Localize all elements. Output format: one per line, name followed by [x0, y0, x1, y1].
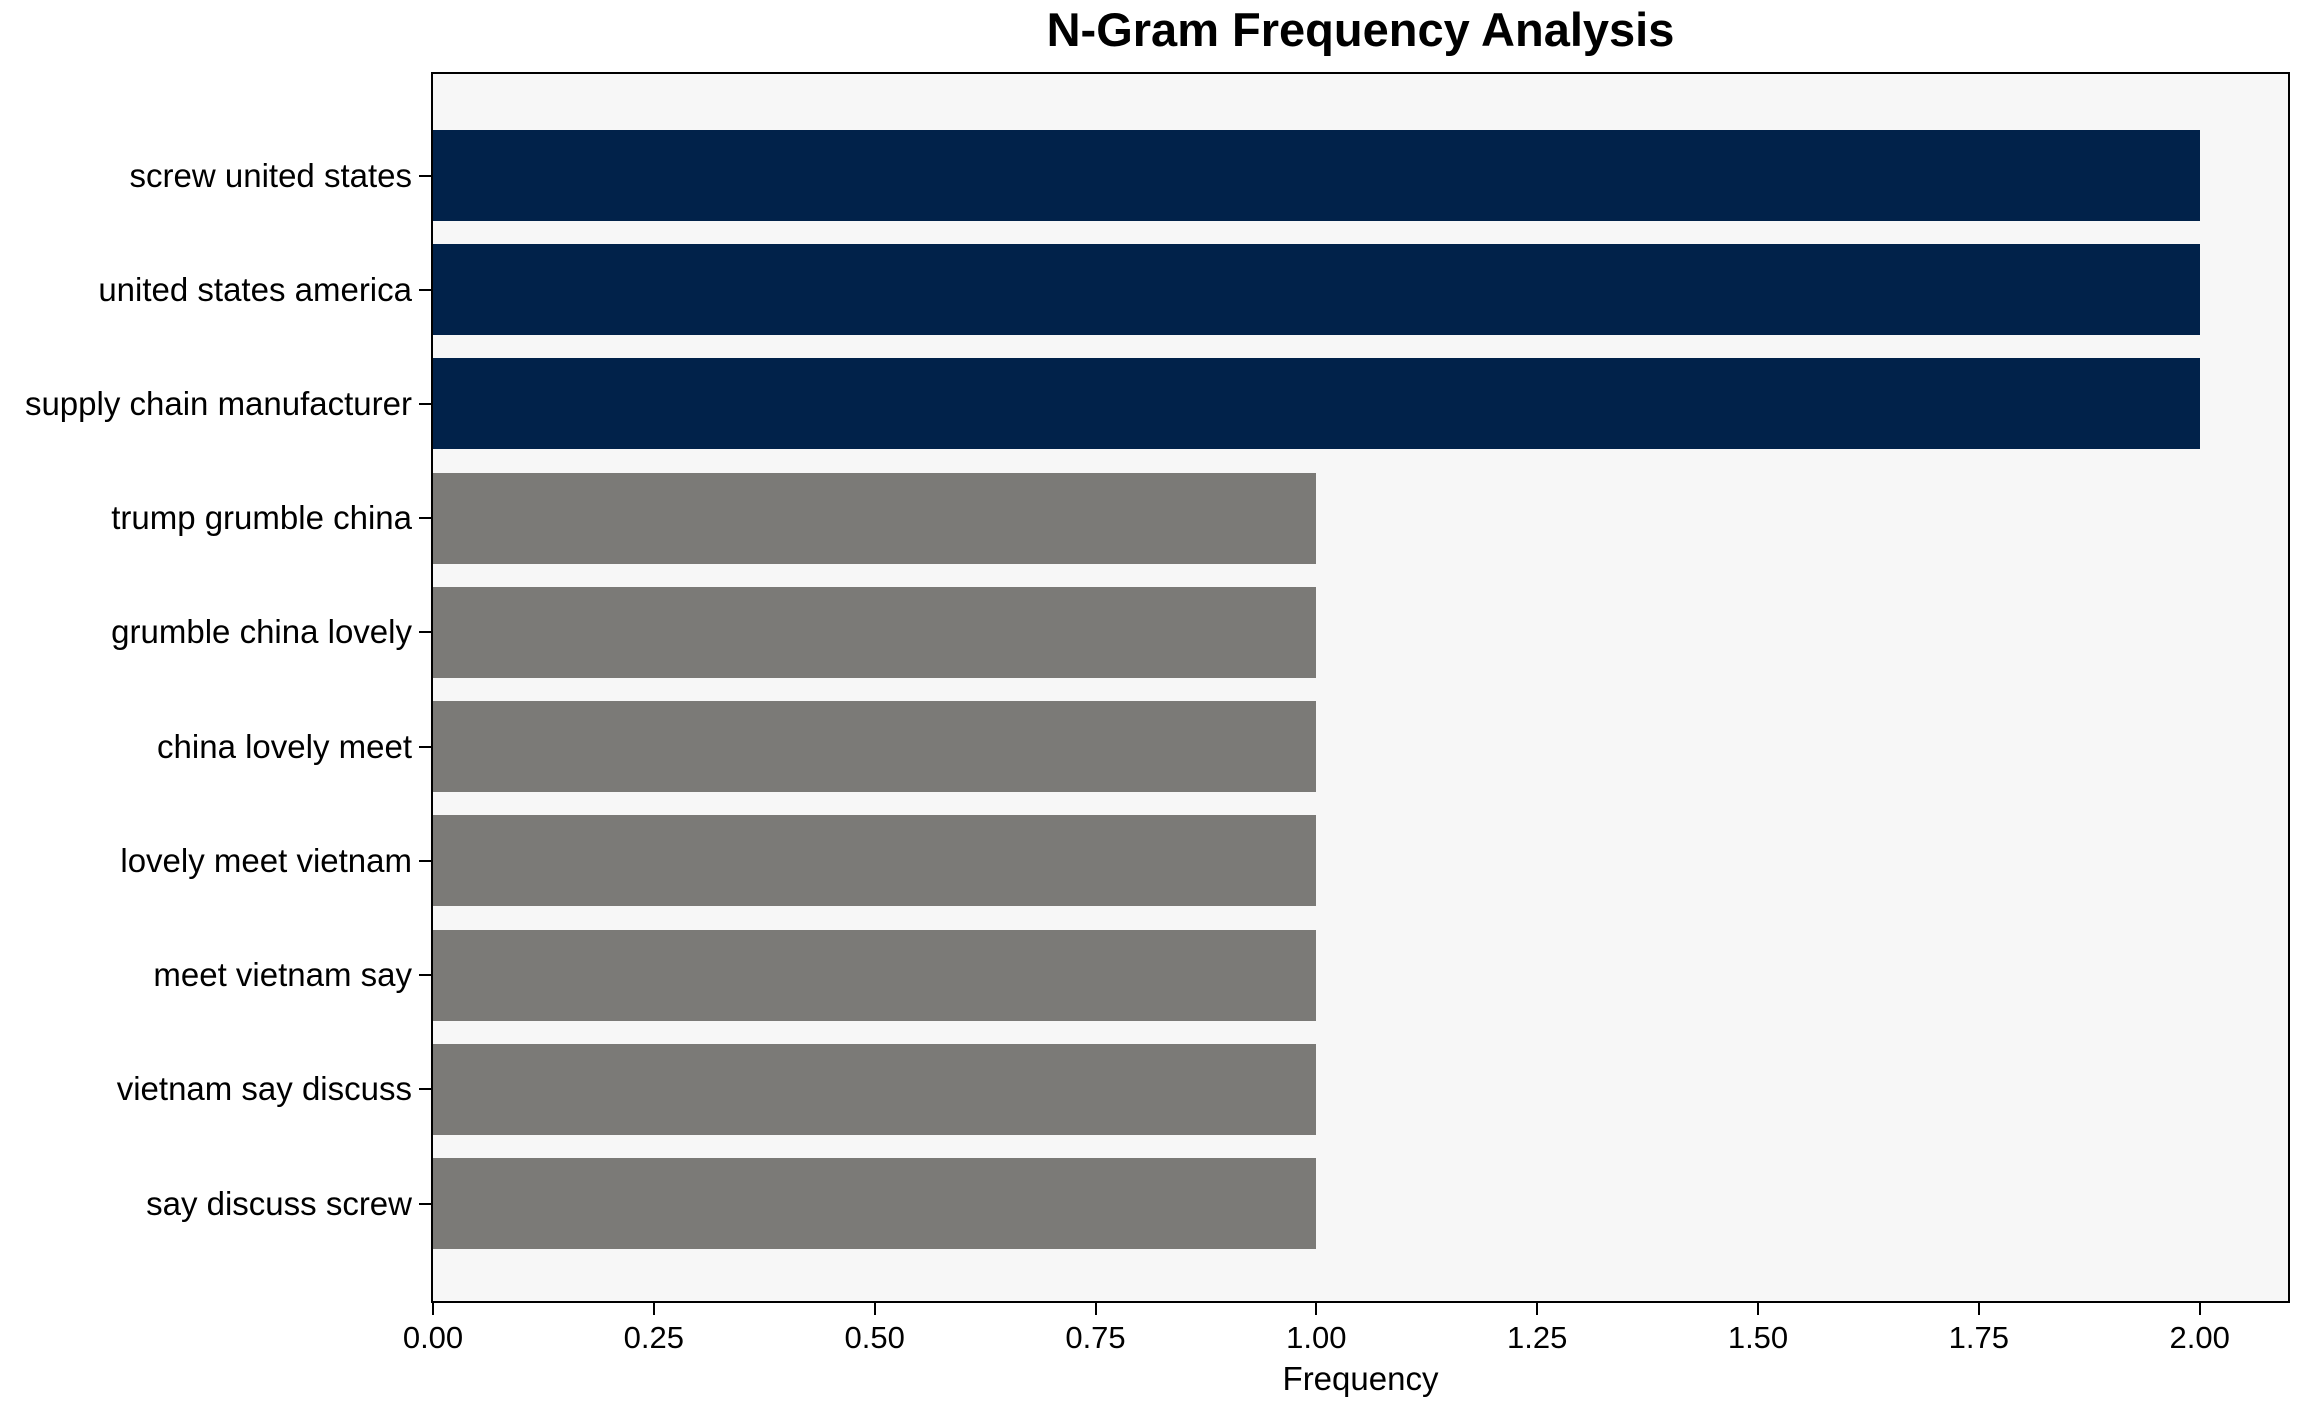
x-tick-label: 0.75 [1065, 1320, 1126, 1355]
bar [433, 929, 1317, 1021]
plot-area [431, 72, 2290, 1303]
x-tick-mark [873, 1303, 876, 1315]
y-tick-label: grumble china lovely [111, 613, 412, 651]
x-tick-mark [652, 1303, 655, 1315]
x-tick-mark [1094, 1303, 1097, 1315]
y-tick-label: vietnam say discuss [116, 1070, 412, 1108]
y-tick-mark [419, 859, 431, 862]
y-tick-label: say discuss screw [146, 1184, 412, 1222]
bar [433, 586, 1317, 678]
x-tick-mark [432, 1303, 434, 1315]
x-tick-mark [1757, 1303, 1759, 1315]
y-tick-label: trump grumble china [111, 499, 412, 537]
x-tick-label: 2.00 [2169, 1320, 2230, 1355]
y-tick-mark [419, 288, 431, 291]
x-tick-mark [1315, 1303, 1318, 1315]
bars-container [433, 74, 2288, 1301]
chart-title: N-Gram Frequency Analysis [1046, 3, 1675, 56]
bar [433, 358, 2200, 450]
x-tick-label: 0.25 [623, 1320, 684, 1355]
y-tick-mark [419, 402, 431, 405]
x-tick-mark [1977, 1303, 1980, 1315]
bar [433, 244, 2200, 336]
y-tick-label: china lovely meet [157, 727, 412, 765]
y-tick-label: lovely meet vietnam [120, 841, 412, 879]
y-tick-mark [419, 745, 431, 748]
y-tick-label: screw united states [129, 156, 412, 194]
y-tick-mark [419, 1202, 431, 1205]
y-tick-label: supply chain manufacturer [24, 384, 412, 422]
bar [433, 1158, 1317, 1250]
x-tick-label: 0.50 [844, 1320, 905, 1355]
bar [433, 472, 1317, 564]
y-tick-mark [419, 631, 431, 634]
x-tick-label: 1.25 [1506, 1320, 1568, 1355]
y-tick-mark [419, 517, 431, 520]
bar [433, 130, 2200, 221]
x-tick-label: 1.75 [1948, 1320, 2009, 1355]
bar [433, 701, 1317, 793]
x-tick-label: 1.00 [1286, 1320, 1347, 1355]
x-axis-title: Frequency [1282, 1360, 1439, 1397]
bar [433, 1043, 1317, 1135]
y-tick-mark [419, 1088, 431, 1091]
x-tick-label: 1.50 [1727, 1320, 1789, 1355]
y-tick-mark [419, 174, 431, 177]
y-tick-label: meet vietnam say [153, 956, 412, 994]
y-tick-mark [419, 974, 431, 977]
bar [433, 815, 1317, 907]
y-tick-label: united states america [98, 270, 412, 308]
x-tick-label: 0.00 [402, 1320, 464, 1355]
x-tick-mark [2198, 1303, 2201, 1315]
x-tick-mark [1536, 1303, 1539, 1315]
